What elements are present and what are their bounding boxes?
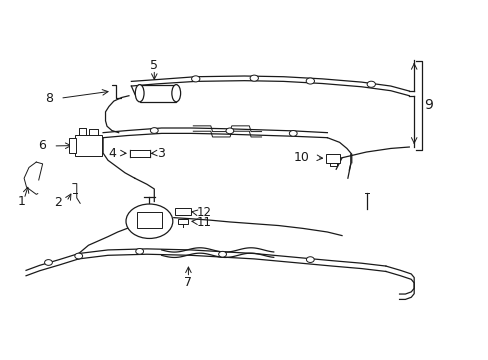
Circle shape <box>150 128 158 134</box>
Text: 5: 5 <box>150 59 158 72</box>
Circle shape <box>305 78 314 84</box>
Bar <box>140 85 176 102</box>
Circle shape <box>218 251 226 257</box>
Circle shape <box>249 75 258 81</box>
Circle shape <box>289 131 297 136</box>
Circle shape <box>75 253 82 259</box>
Text: 9: 9 <box>424 98 432 112</box>
Circle shape <box>136 248 143 254</box>
Bar <box>69 138 76 153</box>
Bar <box>175 208 190 215</box>
Text: 1: 1 <box>17 195 25 208</box>
Text: 7: 7 <box>184 276 192 289</box>
Text: 8: 8 <box>45 92 53 105</box>
Text: 12: 12 <box>197 206 212 219</box>
Ellipse shape <box>135 85 144 102</box>
Text: 10: 10 <box>293 151 309 164</box>
Text: 11: 11 <box>197 216 212 229</box>
Text: 3: 3 <box>156 147 164 159</box>
Text: 2: 2 <box>54 196 62 209</box>
Bar <box>75 135 102 156</box>
Bar <box>326 154 339 163</box>
Circle shape <box>225 128 233 134</box>
Circle shape <box>366 81 375 87</box>
Bar <box>130 149 150 157</box>
Bar <box>177 219 188 224</box>
Circle shape <box>191 76 200 82</box>
Bar <box>137 212 161 228</box>
Circle shape <box>306 257 314 262</box>
Ellipse shape <box>171 85 180 102</box>
Text: 4: 4 <box>108 147 116 159</box>
Circle shape <box>44 260 52 265</box>
Text: 6: 6 <box>38 139 46 152</box>
Circle shape <box>126 204 172 238</box>
